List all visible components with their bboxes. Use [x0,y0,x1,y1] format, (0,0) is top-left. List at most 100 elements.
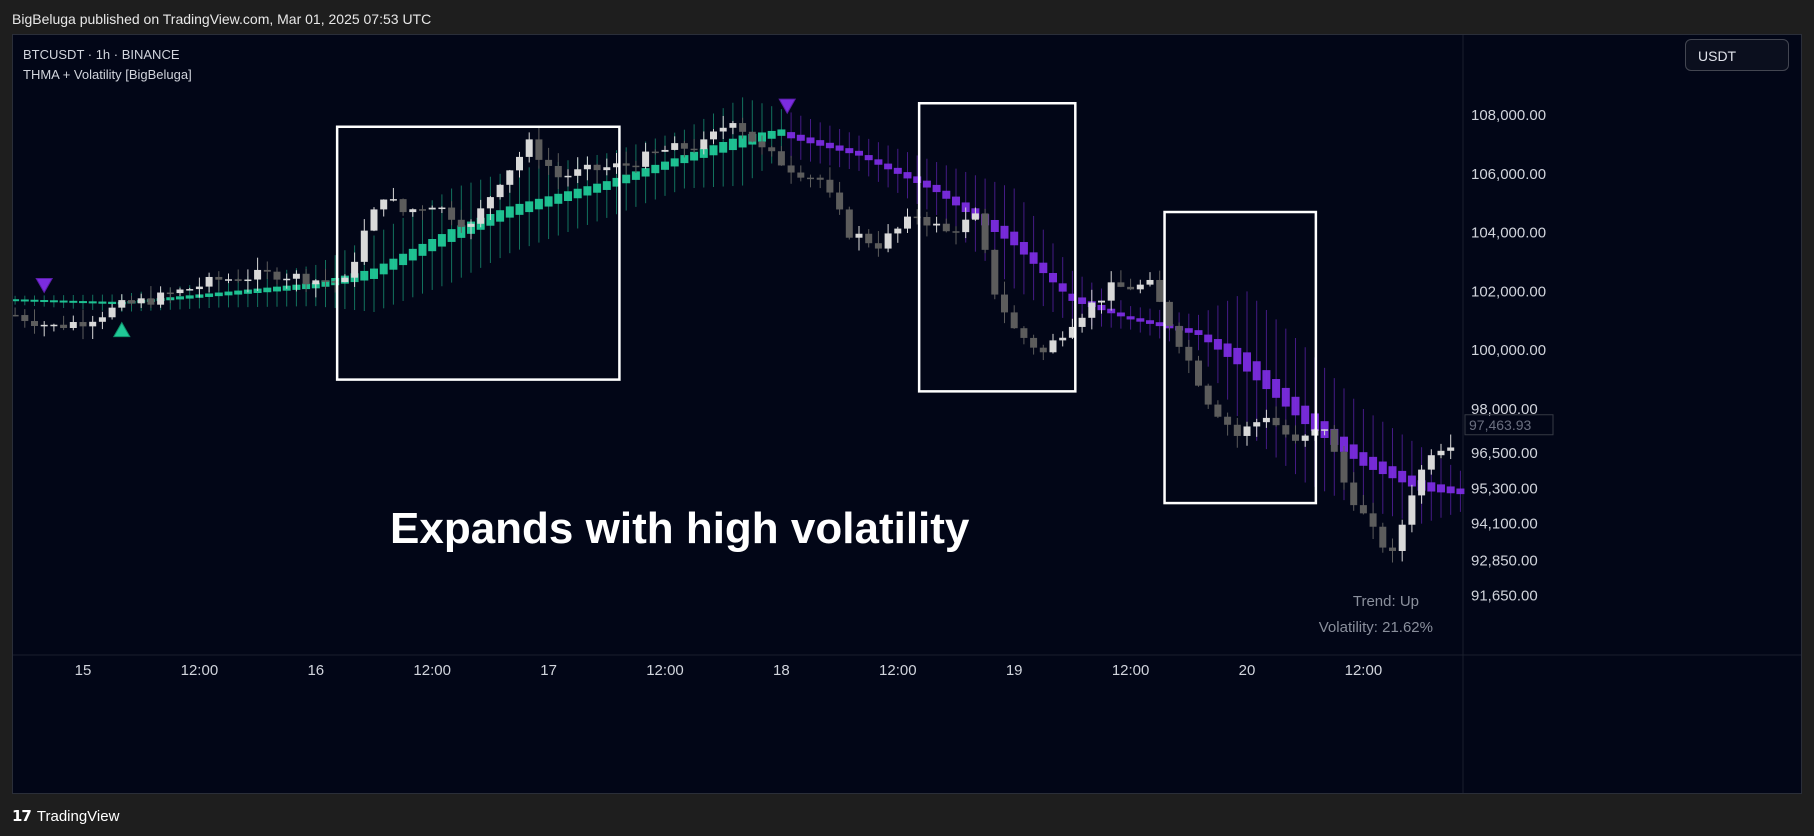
candle-body [205,276,213,287]
thma-band-segment [428,238,437,252]
thma-band-segment [641,168,650,177]
price-tick-label: 102,000.00 [1471,283,1546,300]
thma-band-segment [185,295,194,299]
thma-band-segment [806,137,815,144]
thma-band-segment [1146,320,1154,324]
price-tick-label: 91,650.00 [1471,588,1538,605]
thma-band-segment [13,299,20,302]
price-tick-label: 96,500.00 [1471,445,1538,462]
price-chart[interactable]: 108,000.00 106,000.00 104,000.00 102,000.00… [13,35,1802,794]
candle-body [428,207,436,210]
thma-band-segment [30,299,39,302]
thma-band-segment [1000,225,1009,239]
candle-body [826,179,834,193]
chart-annotation-title: Expands with high volatility [390,504,970,553]
candle-body [360,230,368,262]
thma-band-segment [573,188,582,199]
thma-band-segment [224,291,233,296]
candle-body [1185,346,1193,361]
candle-body [923,216,931,226]
tradingview-logo-icon: 𝟭𝟳 [12,808,32,825]
time-tick-label: 20 [1239,662,1256,679]
candle-body [1107,282,1115,301]
price-tick-label: 100,000.00 [1471,342,1546,359]
candle-body [389,199,397,201]
thma-band-segment [360,270,369,281]
time-tick-label: 12:00 [646,662,684,679]
candle-body [496,184,504,198]
candle-body [1282,425,1290,435]
thma-band-segment [670,158,679,167]
candle-body [79,322,87,327]
thma-band-segment [612,177,621,187]
thma-band-segment [59,300,68,303]
candle-body [302,273,310,285]
thma-band-segment [1437,484,1445,493]
candle-body [807,177,814,180]
thma-band-segment [767,130,776,139]
candle-body [768,147,776,152]
price-tick-label: 94,100.00 [1471,516,1538,533]
candle-body [1418,469,1426,496]
thma-band-segment [447,229,456,242]
thma-band-segment [855,150,863,156]
candle-body [1427,455,1435,470]
thma-band-segment [874,159,883,165]
candle-body [700,139,708,150]
thma-band-segment [1116,312,1125,317]
candle-body [1437,450,1445,456]
thma-band-segment [825,142,834,149]
candle-body [477,208,485,224]
candle-body [419,209,426,211]
candle-body [535,139,543,160]
thma-band-segment [1184,328,1193,333]
candle-body [128,300,135,304]
bullish-signal-icon [112,321,131,338]
candle-body [816,177,824,180]
thma-band-segment [98,301,107,304]
symbol-label[interactable]: BTCUSDT · 1h · BINANCE [23,47,180,62]
candle-body [622,163,630,166]
thma-band-segment [176,296,184,300]
thma-band-segment [884,163,893,170]
chart-panel[interactable]: 108,000.00 106,000.00 104,000.00 102,000.00… [12,34,1802,794]
thma-band-segment [389,258,398,270]
thma-band-segment [1029,252,1038,264]
candle-body [108,307,116,318]
highlight-box [1163,210,1318,505]
thma-band-segment [1010,231,1019,246]
indicator-label[interactable]: THMA + Volatility [BigBeluga] [23,67,192,82]
candle-body [292,273,300,279]
thma-band-segment [1281,387,1290,407]
thma-band-segment [796,134,805,141]
candle-body [1359,505,1367,514]
candle-body [409,209,417,213]
currency-button[interactable]: USDT [1685,39,1789,71]
candle-body [904,216,911,229]
thma-band-segment [932,184,941,193]
candle-body [254,269,262,280]
candle-body [1039,347,1047,353]
candle-body [933,223,941,226]
price-tick-label: 108,000.00 [1471,107,1546,124]
candle-body [1272,417,1280,426]
thma-band-segment [525,201,534,213]
trend-status-label: Trend: Up [1353,593,1419,610]
thma-band-segment [583,186,592,196]
candle-body [525,139,533,157]
thma-band-segment [651,164,660,174]
thma-band-segment [952,196,960,206]
candle-body [797,172,805,178]
symbol-info: BTCUSDT · 1h · BINANCE THMA + Volatility… [23,45,192,85]
thma-band-segment [1039,262,1048,274]
thma-band-segment [1272,379,1281,398]
thma-band-segment [399,253,408,266]
candle-body [273,271,281,280]
candle-body [748,131,756,142]
thma-band-segment [69,300,78,303]
thma-band-segment [1058,283,1067,292]
thma-band-segment [408,248,417,261]
tradingview-logo[interactable]: 𝟭𝟳 TradingView [12,807,119,826]
candle-body [1001,294,1008,313]
thma-band-segment [1262,370,1271,390]
